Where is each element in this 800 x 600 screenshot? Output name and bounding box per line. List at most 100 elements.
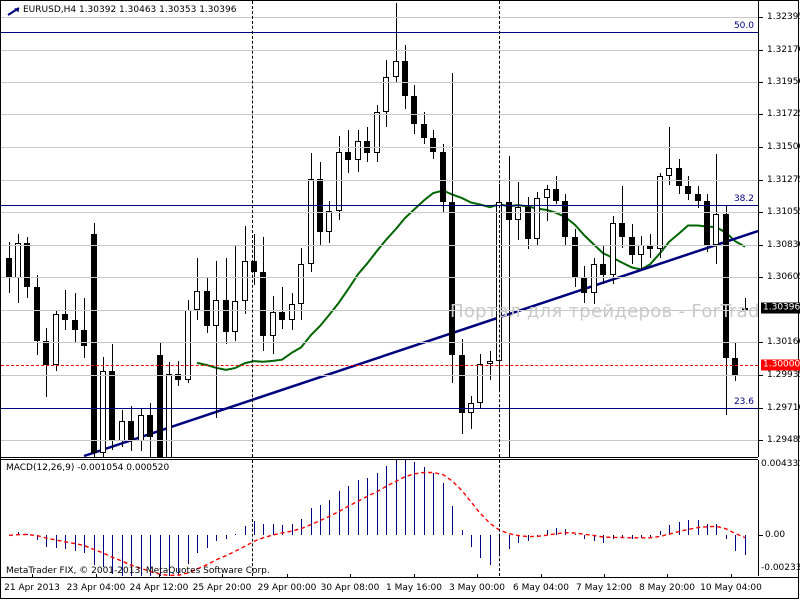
- price-axis-tick: [759, 212, 763, 213]
- price-axis-label: 1.32395: [767, 12, 800, 22]
- candle-body-bullish: [289, 304, 295, 321]
- candle-body-bearish: [175, 374, 181, 380]
- candle-body-bearish: [695, 193, 701, 201]
- candle-body-bullish: [487, 361, 493, 364]
- price-axis-label: 1.31055: [767, 207, 800, 217]
- macd-histogram-bar: [575, 533, 576, 536]
- time-axis-label: 1 May 16:00: [386, 583, 442, 593]
- candle-body-bearish: [421, 123, 427, 139]
- macd-histogram-bar: [471, 535, 472, 548]
- macd-histogram-bar: [707, 524, 708, 536]
- macd-histogram-bar: [556, 527, 557, 536]
- macd-histogram-bar: [414, 462, 415, 536]
- moving-average-line: [196, 189, 746, 371]
- time-axis-tick: [96, 574, 97, 578]
- price-axis-tick: [759, 375, 763, 376]
- macd-histogram-bar: [660, 530, 661, 536]
- candle-body-bullish: [374, 112, 380, 153]
- candle-body-bearish: [157, 355, 163, 457]
- candle-body-bullish: [638, 244, 644, 255]
- symbol-ohlc-label: EURUSD,H4 1.30392 1.30463 1.30353 1.3039…: [23, 5, 237, 15]
- macd-histogram-bar: [160, 535, 161, 576]
- time-axis[interactable]: 21 Apr 2013 23 Apr 04:00 24 Apr 12:00 25 Ap…: [1, 574, 799, 599]
- price-gridline: [1, 245, 758, 246]
- macd-histogram-bar: [216, 535, 217, 541]
- macd-indicator-pane[interactable]: [1, 460, 758, 576]
- macd-histogram-bar: [263, 523, 264, 536]
- candle-body-bearish: [109, 371, 115, 441]
- candle-wick: [547, 185, 548, 222]
- macd-histogram-bar: [188, 535, 189, 564]
- price-axis-tick: [759, 277, 763, 278]
- macd-histogram-bar: [46, 535, 47, 548]
- macd-histogram-bar: [358, 480, 359, 536]
- candle-body-bearish: [506, 202, 512, 220]
- candle-body-bullish: [713, 214, 719, 245]
- macd-histogram-bar: [367, 477, 368, 536]
- candle-body-bearish: [251, 260, 257, 273]
- trend-line: [83, 229, 758, 457]
- time-axis-label: 3 May 00:00: [449, 583, 505, 593]
- price-gridline: [1, 180, 758, 181]
- candle-wick: [745, 298, 746, 315]
- macd-histogram-bar: [688, 520, 689, 536]
- price-axis-tick: [759, 147, 763, 148]
- round-price-level-line[interactable]: [1, 365, 758, 366]
- price-axis-tick: [759, 50, 763, 51]
- macd-histogram-bar: [745, 535, 746, 555]
- macd-histogram-bar: [424, 466, 425, 536]
- price-axis-label: 1.31725: [767, 109, 800, 119]
- candle-wick: [716, 154, 717, 264]
- macd-histogram-bar: [490, 535, 491, 565]
- price-gridline: [1, 212, 758, 213]
- candle-body-bearish: [402, 61, 408, 97]
- macd-axis[interactable]: 0.004331 0.00 -0.002333: [758, 460, 800, 576]
- price-gridline: [1, 342, 758, 343]
- candle-body-bearish: [260, 272, 266, 337]
- current-price-tag: 1.30396: [761, 302, 800, 314]
- pane-divider-top: [1, 457, 758, 458]
- candle-body-bearish: [619, 222, 625, 238]
- time-axis-tick: [414, 574, 415, 578]
- candle-body-bearish: [345, 151, 351, 161]
- candle-body-bearish: [629, 237, 635, 255]
- price-axis[interactable]: 1.32395 1.32170 1.31950 1.31725 1.31500 1.312…: [758, 1, 800, 457]
- candle-body-bearish: [723, 214, 729, 359]
- candle-body-bearish: [411, 96, 417, 124]
- price-axis-tick: [759, 245, 763, 246]
- price-axis-label: 1.29485: [767, 435, 800, 445]
- macd-histogram-bar: [311, 508, 312, 536]
- candle-body-bearish: [581, 278, 587, 293]
- candle-body-bullish: [591, 263, 597, 293]
- fib-level-line[interactable]: [1, 205, 758, 206]
- fib-level-line[interactable]: [1, 408, 758, 409]
- candle-body-bullish: [326, 211, 332, 232]
- time-axis-label: 6 May 04:00: [513, 583, 569, 593]
- price-axis-label: 1.32170: [767, 45, 800, 55]
- macd-histogram-bar: [18, 532, 19, 536]
- macd-histogram-bar: [386, 465, 387, 536]
- macd-histogram-bar: [273, 523, 274, 536]
- price-chart-pane[interactable]: Портал для трейдеров - ForTrader.ru EURU…: [1, 1, 758, 457]
- candle-body-bullish: [610, 222, 616, 276]
- time-axis-tick: [731, 574, 732, 578]
- period-separator-line: [252, 460, 253, 576]
- watermark-text: Портал для трейдеров - ForTrader.ru: [450, 301, 758, 322]
- candle-body-bearish: [43, 340, 49, 366]
- macd-histogram-bar: [348, 485, 349, 536]
- macd-histogram-bar: [150, 535, 151, 576]
- candle-body-bullish: [534, 198, 540, 239]
- fib-level-line[interactable]: [1, 32, 758, 33]
- macd-histogram-bar: [301, 519, 302, 536]
- price-axis-tick: [759, 342, 763, 343]
- time-axis-tick: [604, 574, 605, 578]
- candle-body-bearish: [6, 258, 12, 279]
- candle-body-bullish: [185, 310, 191, 380]
- macd-histogram-bar: [56, 535, 57, 549]
- macd-histogram-bar: [282, 524, 283, 536]
- price-gridline: [1, 17, 758, 18]
- macd-histogram-bar: [141, 535, 142, 576]
- macd-histogram-bar: [27, 533, 28, 536]
- macd-histogram-bar: [122, 535, 123, 576]
- price-axis-label: 1.31950: [767, 77, 800, 87]
